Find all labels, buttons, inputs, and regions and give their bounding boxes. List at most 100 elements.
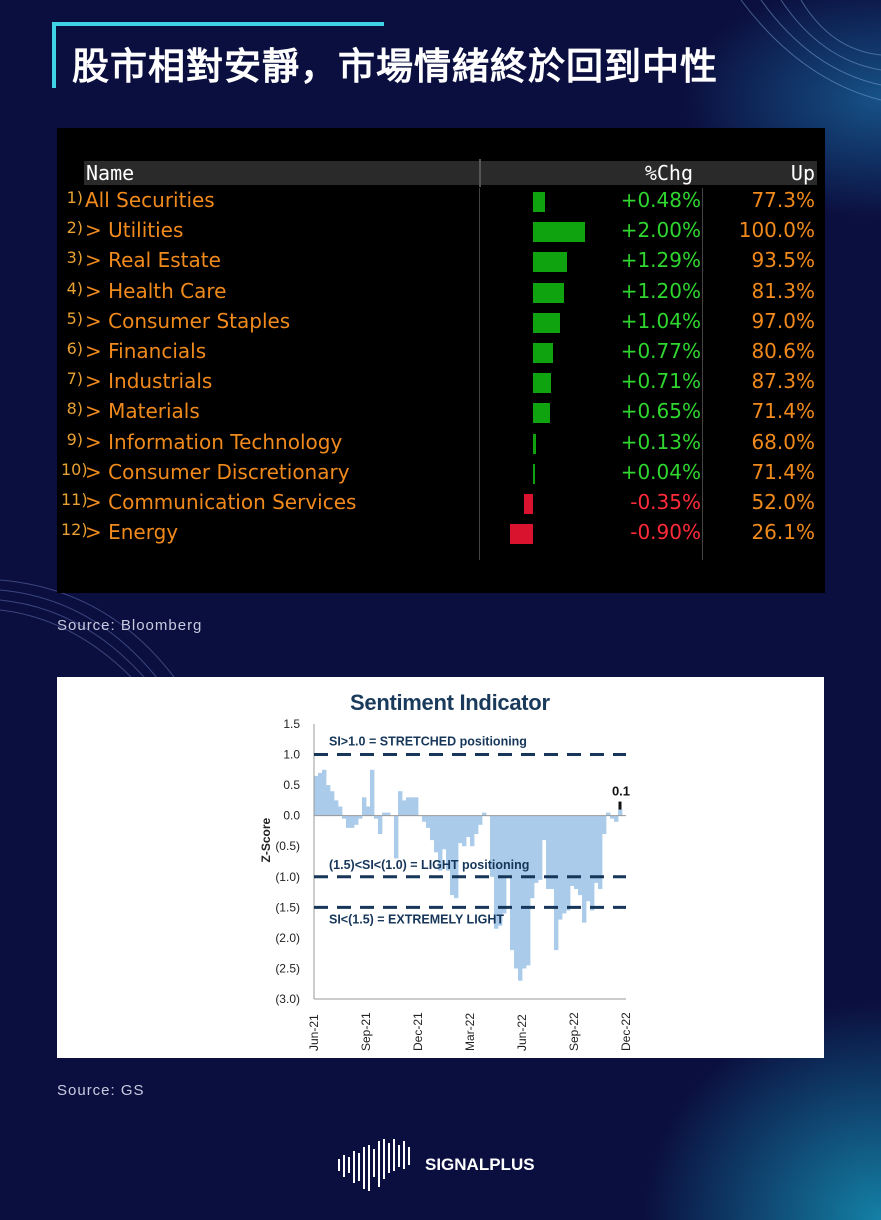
sentiment-bar <box>554 815 559 951</box>
y-tick-label: 1.0 <box>283 748 300 762</box>
chart-title: Sentiment Indicator <box>350 690 550 715</box>
x-tick-label: Jun-22 <box>515 1014 529 1051</box>
sentiment-bar <box>318 772 323 816</box>
change-bar <box>533 222 585 243</box>
sentiment-bar <box>514 815 519 969</box>
column-divider <box>479 159 481 187</box>
percent-up: 80.6% <box>751 339 815 363</box>
sentiment-chart: Sentiment Indicator SI>1.0 = STRETCHED po… <box>57 677 824 1058</box>
percent-up: 71.4% <box>751 459 815 484</box>
table-row[interactable]: 2) > Utilities +2.00% 100.0% <box>57 218 825 248</box>
change-bar <box>533 463 535 484</box>
percent-change: +0.77% <box>620 339 701 363</box>
table-row[interactable]: 1) All Securities +0.48% 77.3% <box>57 188 825 218</box>
sentiment-bar <box>446 815 451 871</box>
sector-name: > Consumer Discretionary <box>85 459 350 484</box>
sentiment-bar <box>578 815 583 896</box>
table-row[interactable]: 8) > Materials +0.65% 71.4% <box>57 399 825 429</box>
sentiment-bar <box>566 815 571 911</box>
x-tick-label: Mar-22 <box>463 1013 477 1051</box>
row-number: 12) <box>61 520 88 540</box>
sentiment-bar <box>610 815 615 819</box>
sentiment-bar <box>458 815 463 844</box>
sector-name: > Financials <box>85 339 207 363</box>
sentiment-bar <box>602 815 607 834</box>
percent-up: 68.0% <box>751 429 815 454</box>
sentiment-bar <box>506 815 511 877</box>
table-row[interactable]: 4) > Health Care +1.20% 81.3% <box>57 279 825 309</box>
table-row[interactable]: 9) > Information Technology +0.13% 68.0% <box>57 430 825 460</box>
sentiment-bar <box>618 809 623 816</box>
sentiment-bar <box>550 815 555 889</box>
y-tick-label: (3.0) <box>275 992 300 1006</box>
row-number: 7) <box>66 369 83 389</box>
sector-name: > Real Estate <box>85 248 221 273</box>
title-bracket <box>52 22 56 88</box>
y-tick-label: 1.5 <box>283 717 300 731</box>
y-tick-label: (2.5) <box>275 961 300 975</box>
sentiment-bar <box>438 815 443 871</box>
sentiment-bar <box>606 812 611 816</box>
sentiment-bar <box>402 800 407 816</box>
sentiment-bar <box>334 800 339 816</box>
sector-name: > Information Technology <box>85 429 343 454</box>
column-divider <box>702 188 703 560</box>
sentiment-bar <box>594 815 599 883</box>
table-row[interactable]: 5) > Consumer Staples +1.04% 97.0% <box>57 309 825 339</box>
change-bar <box>533 433 537 454</box>
reference-label: SI>1.0 = STRETCHED positioning <box>329 735 527 749</box>
sentiment-bar <box>474 815 479 834</box>
sentiment-bar <box>534 815 539 883</box>
page-title: 股市相對安靜，市場情緒終於回到中性 <box>72 45 718 88</box>
sentiment-bar <box>406 797 411 816</box>
sentiment-bar <box>434 815 439 853</box>
table-row[interactable]: 3) > Real Estate +1.29% 93.5% <box>57 248 825 278</box>
sentiment-bar <box>582 815 587 923</box>
sentiment-bar <box>494 815 499 929</box>
sentiment-bar <box>422 815 427 822</box>
sentiment-bar <box>450 815 455 896</box>
signalplus-logo: SIGNALPLUS <box>337 1137 535 1193</box>
sentiment-bar <box>342 815 347 819</box>
sentiment-bar <box>338 806 343 816</box>
percent-up: 93.5% <box>751 248 815 273</box>
sector-name: > Health Care <box>85 278 227 303</box>
sentiment-bar <box>478 815 483 825</box>
sentiment-bar <box>558 815 563 920</box>
row-number: 10) <box>61 459 88 479</box>
sentiment-bar <box>350 815 355 828</box>
change-bar <box>533 343 554 363</box>
column-divider <box>479 188 480 560</box>
sentiment-bar <box>522 815 527 969</box>
table-row[interactable]: 7) > Industrials +0.71% 87.3% <box>57 369 825 399</box>
y-tick-label: (1.5) <box>275 900 300 914</box>
percent-change: +0.48% <box>620 188 701 212</box>
y-axis-label: Z-Score <box>259 817 273 862</box>
percent-up: 87.3% <box>751 369 815 394</box>
waveform-logo-icon <box>338 1139 410 1191</box>
table-row[interactable]: 6) > Financials +0.77% 80.6% <box>57 339 825 369</box>
y-tick-label: 0.0 <box>283 809 300 823</box>
y-tick-label: (0.5) <box>275 839 300 853</box>
sector-name: > Industrials <box>85 369 213 394</box>
table-row[interactable]: 11) > Communication Services -0.35% 52.0… <box>57 490 825 520</box>
sentiment-bar <box>378 815 383 834</box>
sentiment-bar <box>546 815 551 889</box>
sentiment-bar <box>426 815 431 828</box>
header-chg: %Chg <box>644 161 693 185</box>
reference-label: (1.5)<SI<(1.0) = LIGHT positioning <box>329 858 529 872</box>
percent-change: +2.00% <box>620 218 701 243</box>
percent-up: 71.4% <box>751 399 815 424</box>
sentiment-bar <box>454 815 459 899</box>
sentiment-bar <box>490 815 495 877</box>
table-row[interactable]: 12) > Energy -0.90% 26.1% <box>57 520 825 550</box>
percent-up: 81.3% <box>751 278 815 303</box>
percent-up: 97.0% <box>751 308 815 333</box>
sentiment-bar <box>430 815 435 841</box>
table-row[interactable]: 10) > Consumer Discretionary +0.04% 71.4… <box>57 460 825 490</box>
sentiment-bar <box>482 812 487 816</box>
sector-name: > Energy <box>85 520 179 545</box>
sentiment-bar <box>370 769 375 816</box>
change-bar <box>533 373 552 394</box>
sentiment-bar <box>374 815 379 819</box>
